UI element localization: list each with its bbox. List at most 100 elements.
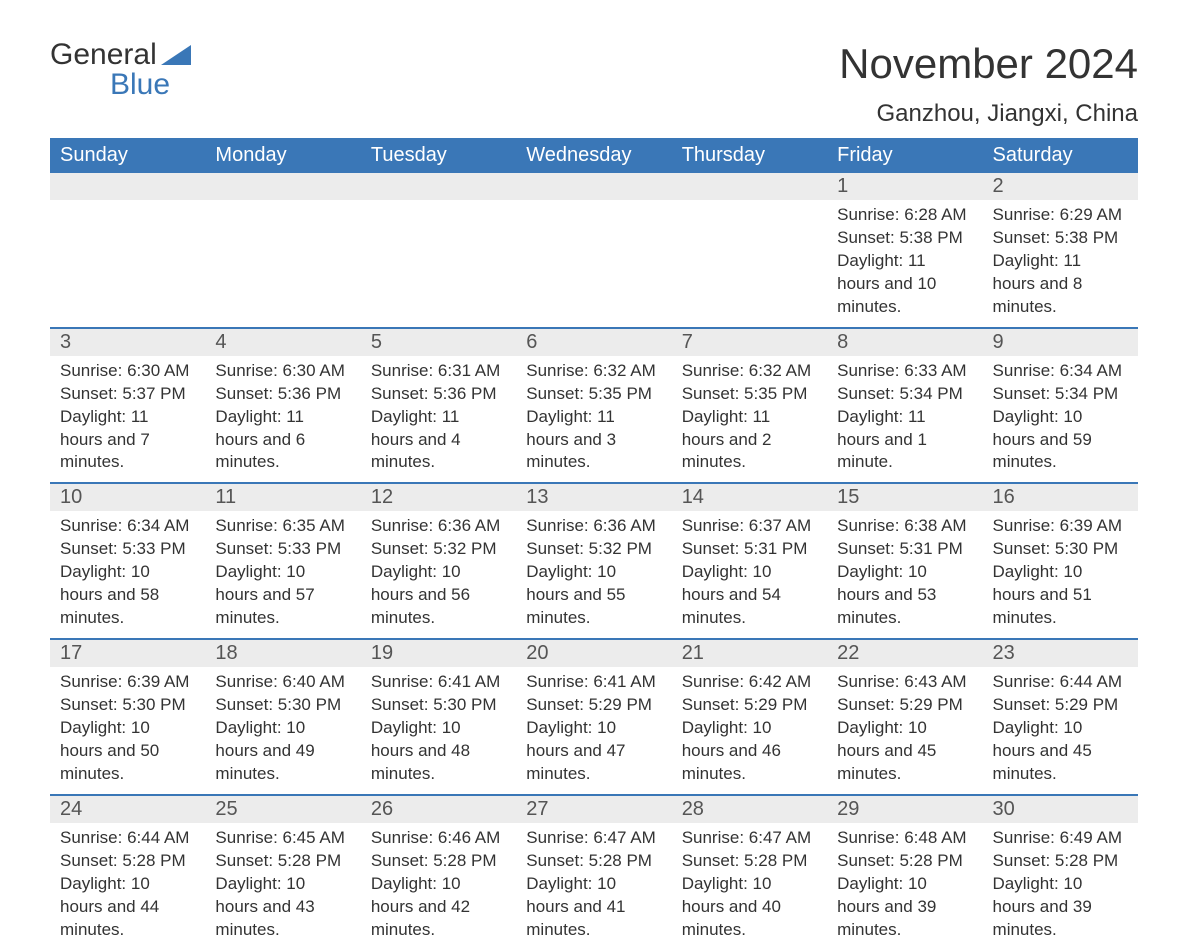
- calendar-cell: 29Sunrise: 6:48 AMSunset: 5:28 PMDayligh…: [827, 794, 982, 949]
- sunrise-text: Sunrise: 6:41 AM: [526, 671, 661, 694]
- sunset-text: Sunset: 5:32 PM: [371, 538, 506, 561]
- day-data: Sunrise: 6:31 AMSunset: 5:36 PMDaylight:…: [361, 356, 516, 483]
- day-data: Sunrise: 6:29 AMSunset: 5:38 PMDaylight:…: [983, 200, 1138, 327]
- day-number: 5: [361, 327, 516, 356]
- sunset-text: Sunset: 5:29 PM: [993, 694, 1128, 717]
- day-number: 18: [205, 638, 360, 667]
- day-data: Sunrise: 6:49 AMSunset: 5:28 PMDaylight:…: [983, 823, 1138, 949]
- sunset-text: Sunset: 5:28 PM: [837, 850, 972, 873]
- day-data: Sunrise: 6:39 AMSunset: 5:30 PMDaylight:…: [50, 667, 205, 794]
- calendar-week-row: 17Sunrise: 6:39 AMSunset: 5:30 PMDayligh…: [50, 638, 1138, 794]
- sunset-text: Sunset: 5:29 PM: [526, 694, 661, 717]
- day-number: 10: [50, 482, 205, 511]
- daylight-text: Daylight: 10 hours and 53 minutes.: [837, 561, 972, 630]
- sunset-text: Sunset: 5:33 PM: [215, 538, 350, 561]
- daylight-text: Daylight: 10 hours and 49 minutes.: [215, 717, 350, 786]
- calendar-cell: 24Sunrise: 6:44 AMSunset: 5:28 PMDayligh…: [50, 794, 205, 949]
- day-number: [361, 173, 516, 200]
- sunrise-text: Sunrise: 6:41 AM: [371, 671, 506, 694]
- sunrise-text: Sunrise: 6:31 AM: [371, 360, 506, 383]
- sunrise-text: Sunrise: 6:36 AM: [371, 515, 506, 538]
- calendar-cell: 20Sunrise: 6:41 AMSunset: 5:29 PMDayligh…: [516, 638, 671, 794]
- daylight-text: Daylight: 10 hours and 48 minutes.: [371, 717, 506, 786]
- sunset-text: Sunset: 5:36 PM: [371, 383, 506, 406]
- daylight-text: Daylight: 10 hours and 57 minutes.: [215, 561, 350, 630]
- day-header-row: Sunday Monday Tuesday Wednesday Thursday…: [50, 138, 1138, 173]
- month-title: November 2024: [839, 40, 1138, 88]
- sunrise-text: Sunrise: 6:35 AM: [215, 515, 350, 538]
- sunset-text: Sunset: 5:30 PM: [215, 694, 350, 717]
- day-data: Sunrise: 6:44 AMSunset: 5:28 PMDaylight:…: [50, 823, 205, 949]
- daylight-text: Daylight: 11 hours and 3 minutes.: [526, 406, 661, 475]
- calendar-cell: 4Sunrise: 6:30 AMSunset: 5:36 PMDaylight…: [205, 327, 360, 483]
- sunrise-text: Sunrise: 6:48 AM: [837, 827, 972, 850]
- day-number: 11: [205, 482, 360, 511]
- daylight-text: Daylight: 10 hours and 54 minutes.: [682, 561, 817, 630]
- sunset-text: Sunset: 5:28 PM: [371, 850, 506, 873]
- daylight-text: Daylight: 11 hours and 2 minutes.: [682, 406, 817, 475]
- day-number: 21: [672, 638, 827, 667]
- sunrise-text: Sunrise: 6:39 AM: [993, 515, 1128, 538]
- sunrise-text: Sunrise: 6:34 AM: [993, 360, 1128, 383]
- calendar-cell: 28Sunrise: 6:47 AMSunset: 5:28 PMDayligh…: [672, 794, 827, 949]
- calendar-cell: 8Sunrise: 6:33 AMSunset: 5:34 PMDaylight…: [827, 327, 982, 483]
- sunset-text: Sunset: 5:38 PM: [993, 227, 1128, 250]
- day-number: 16: [983, 482, 1138, 511]
- day-number: 3: [50, 327, 205, 356]
- day-number: [205, 173, 360, 200]
- sunset-text: Sunset: 5:28 PM: [60, 850, 195, 873]
- day-data: Sunrise: 6:36 AMSunset: 5:32 PMDaylight:…: [516, 511, 671, 638]
- day-number: 6: [516, 327, 671, 356]
- sunset-text: Sunset: 5:29 PM: [682, 694, 817, 717]
- daylight-text: Daylight: 10 hours and 47 minutes.: [526, 717, 661, 786]
- sunrise-text: Sunrise: 6:44 AM: [60, 827, 195, 850]
- sunrise-text: Sunrise: 6:44 AM: [993, 671, 1128, 694]
- sunset-text: Sunset: 5:35 PM: [526, 383, 661, 406]
- daylight-text: Daylight: 10 hours and 59 minutes.: [993, 406, 1128, 475]
- logo: General Blue: [50, 40, 191, 100]
- sunset-text: Sunset: 5:32 PM: [526, 538, 661, 561]
- calendar-cell: [361, 173, 516, 327]
- day-data: Sunrise: 6:47 AMSunset: 5:28 PMDaylight:…: [672, 823, 827, 949]
- calendar-week-row: 3Sunrise: 6:30 AMSunset: 5:37 PMDaylight…: [50, 327, 1138, 483]
- sunrise-text: Sunrise: 6:46 AM: [371, 827, 506, 850]
- daylight-text: Daylight: 10 hours and 45 minutes.: [837, 717, 972, 786]
- dayhead-thursday: Thursday: [672, 138, 827, 173]
- dayhead-saturday: Saturday: [983, 138, 1138, 173]
- daylight-text: Daylight: 10 hours and 42 minutes.: [371, 873, 506, 942]
- dayhead-tuesday: Tuesday: [361, 138, 516, 173]
- calendar-week-row: 10Sunrise: 6:34 AMSunset: 5:33 PMDayligh…: [50, 482, 1138, 638]
- sunset-text: Sunset: 5:28 PM: [215, 850, 350, 873]
- sunrise-text: Sunrise: 6:32 AM: [526, 360, 661, 383]
- sunset-text: Sunset: 5:28 PM: [526, 850, 661, 873]
- sunrise-text: Sunrise: 6:47 AM: [682, 827, 817, 850]
- day-data: Sunrise: 6:30 AMSunset: 5:37 PMDaylight:…: [50, 356, 205, 483]
- day-data: Sunrise: 6:48 AMSunset: 5:28 PMDaylight:…: [827, 823, 982, 949]
- day-number: 14: [672, 482, 827, 511]
- day-data: Sunrise: 6:42 AMSunset: 5:29 PMDaylight:…: [672, 667, 827, 794]
- logo-text-general: General: [50, 40, 157, 70]
- day-data: Sunrise: 6:32 AMSunset: 5:35 PMDaylight:…: [516, 356, 671, 483]
- day-data: Sunrise: 6:34 AMSunset: 5:33 PMDaylight:…: [50, 511, 205, 638]
- calendar-cell: 9Sunrise: 6:34 AMSunset: 5:34 PMDaylight…: [983, 327, 1138, 483]
- day-number: 8: [827, 327, 982, 356]
- sunrise-text: Sunrise: 6:30 AM: [60, 360, 195, 383]
- day-data: Sunrise: 6:33 AMSunset: 5:34 PMDaylight:…: [827, 356, 982, 483]
- sunset-text: Sunset: 5:31 PM: [682, 538, 817, 561]
- sunset-text: Sunset: 5:29 PM: [837, 694, 972, 717]
- day-number: 30: [983, 794, 1138, 823]
- calendar-cell: 12Sunrise: 6:36 AMSunset: 5:32 PMDayligh…: [361, 482, 516, 638]
- day-number: 15: [827, 482, 982, 511]
- day-data: Sunrise: 6:34 AMSunset: 5:34 PMDaylight:…: [983, 356, 1138, 483]
- calendar-cell: 25Sunrise: 6:45 AMSunset: 5:28 PMDayligh…: [205, 794, 360, 949]
- sunrise-text: Sunrise: 6:29 AM: [993, 204, 1128, 227]
- sunrise-text: Sunrise: 6:42 AM: [682, 671, 817, 694]
- sunset-text: Sunset: 5:38 PM: [837, 227, 972, 250]
- day-number: 12: [361, 482, 516, 511]
- day-data: Sunrise: 6:36 AMSunset: 5:32 PMDaylight:…: [361, 511, 516, 638]
- dayhead-monday: Monday: [205, 138, 360, 173]
- day-data: Sunrise: 6:41 AMSunset: 5:29 PMDaylight:…: [516, 667, 671, 794]
- day-number: 25: [205, 794, 360, 823]
- sunset-text: Sunset: 5:28 PM: [993, 850, 1128, 873]
- sunrise-text: Sunrise: 6:49 AM: [993, 827, 1128, 850]
